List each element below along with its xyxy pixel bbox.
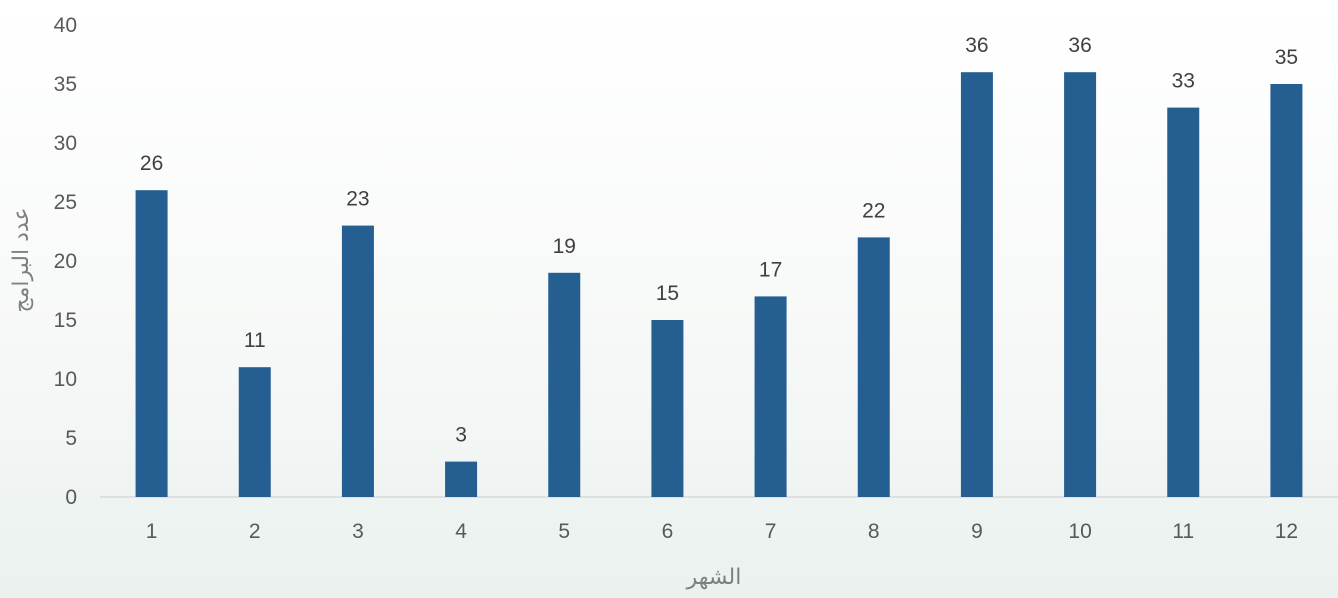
y-tick-label: 20 — [54, 250, 77, 273]
x-tick-label: 10 — [1068, 520, 1091, 543]
data-label: 33 — [1172, 70, 1195, 93]
x-tick-label: 3 — [352, 520, 364, 543]
data-label: 17 — [759, 258, 782, 281]
y-tick-label: 40 — [54, 14, 77, 37]
data-label: 15 — [656, 282, 679, 305]
y-tick-label: 10 — [54, 368, 77, 391]
y-axis-ticks: 0 5 10 15 20 25 30 35 40 — [54, 14, 77, 509]
x-tick-label: 6 — [662, 520, 674, 543]
data-label: 3 — [455, 424, 467, 447]
bar — [548, 272, 581, 497]
x-tick-label: 2 — [249, 520, 261, 543]
data-label: 35 — [1275, 46, 1298, 69]
bar — [1064, 72, 1097, 497]
x-tick-label: 9 — [971, 520, 983, 543]
bar — [960, 72, 993, 497]
data-label: 22 — [862, 199, 885, 222]
x-axis-title: الشهر — [686, 565, 742, 590]
data-label: 19 — [553, 235, 576, 258]
data-label: 23 — [346, 188, 369, 211]
bar — [1167, 107, 1200, 497]
y-axis-title: عدد البرامج — [9, 207, 34, 312]
bars — [135, 72, 1303, 497]
bar — [754, 296, 787, 497]
x-tick-label: 7 — [765, 520, 777, 543]
data-label: 26 — [140, 152, 163, 175]
x-axis-ticks: 1 2 3 4 5 6 7 8 9 10 11 12 — [146, 520, 1298, 543]
x-tick-label: 11 — [1172, 520, 1194, 543]
y-tick-label: 15 — [54, 309, 77, 332]
data-label: 11 — [244, 329, 266, 352]
x-tick-label: 5 — [558, 520, 570, 543]
data-label: 36 — [1068, 34, 1091, 57]
bar — [135, 190, 168, 497]
bar — [445, 461, 478, 497]
bar — [238, 367, 271, 497]
data-labels: 26 11 23 3 19 15 17 22 36 36 33 35 — [140, 34, 1298, 446]
bar — [1270, 84, 1303, 497]
y-tick-label: 25 — [54, 191, 77, 214]
bar — [341, 225, 374, 497]
bar — [651, 320, 684, 497]
x-tick-label: 12 — [1275, 520, 1298, 543]
x-tick-label: 8 — [868, 520, 880, 543]
y-tick-label: 35 — [54, 73, 77, 96]
data-label: 36 — [965, 34, 988, 57]
x-tick-label: 4 — [455, 520, 467, 543]
bar — [857, 237, 890, 497]
y-tick-label: 5 — [65, 427, 77, 450]
x-tick-label: 1 — [146, 520, 158, 543]
y-tick-label: 0 — [65, 486, 77, 509]
y-tick-label: 30 — [54, 132, 77, 155]
